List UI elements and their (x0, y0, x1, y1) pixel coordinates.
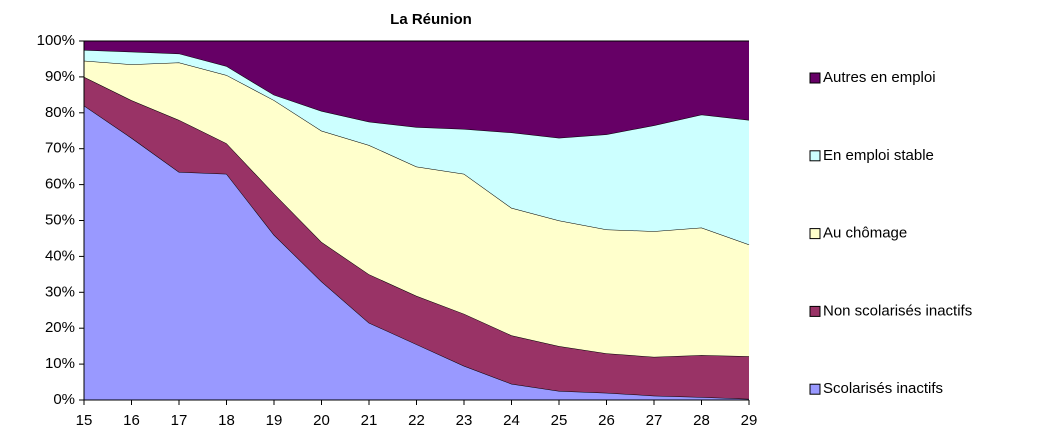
x-tick-label: 21 (361, 412, 378, 429)
x-tick-label: 28 (693, 412, 710, 429)
x-tick-label: 25 (551, 412, 568, 429)
legend-label: Scolarisés inactifs (823, 380, 943, 397)
legend-label: Autres en emploi (823, 69, 936, 86)
legend-swatch (809, 150, 821, 162)
y-tick-label: 40% (45, 247, 75, 264)
y-tick-label: 70% (45, 140, 75, 157)
x-tick-label: 29 (741, 412, 758, 429)
y-tick-label: 30% (45, 283, 75, 300)
x-tick-label: 22 (408, 412, 425, 429)
legend-swatch (809, 305, 821, 317)
x-tick-label: 24 (503, 412, 520, 429)
y-tick-label: 90% (45, 68, 75, 85)
y-tick-label: 0% (53, 391, 75, 408)
legend-swatch (809, 72, 821, 84)
x-tick-label: 20 (313, 412, 330, 429)
x-tick-label: 27 (646, 412, 663, 429)
y-tick-label: 60% (45, 176, 75, 193)
y-tick-label: 100% (37, 32, 75, 49)
y-tick-label: 20% (45, 319, 75, 336)
area (84, 76, 749, 399)
x-tick-label: 17 (171, 412, 188, 429)
legend-label: Au chômage (823, 225, 907, 242)
legend-label: En emploi stable (823, 147, 934, 164)
area (84, 105, 749, 401)
legend-swatch (809, 228, 821, 240)
legend-label: Non scolarisés inactifs (823, 302, 972, 319)
y-tick-label: 80% (45, 104, 75, 121)
y-tick-label: 10% (45, 355, 75, 372)
area (84, 41, 749, 138)
chart-title: La Réunion (390, 11, 472, 28)
x-tick-label: 16 (123, 412, 140, 429)
y-tick-label: 50% (45, 211, 75, 228)
x-tick-label: 15 (76, 412, 93, 429)
x-tick-label: 26 (598, 412, 615, 429)
legend-swatch (809, 383, 821, 395)
x-tick-label: 23 (456, 412, 473, 429)
x-tick-label: 19 (266, 412, 283, 429)
area (84, 49, 749, 245)
x-tick-label: 18 (218, 412, 235, 429)
area (84, 60, 749, 357)
